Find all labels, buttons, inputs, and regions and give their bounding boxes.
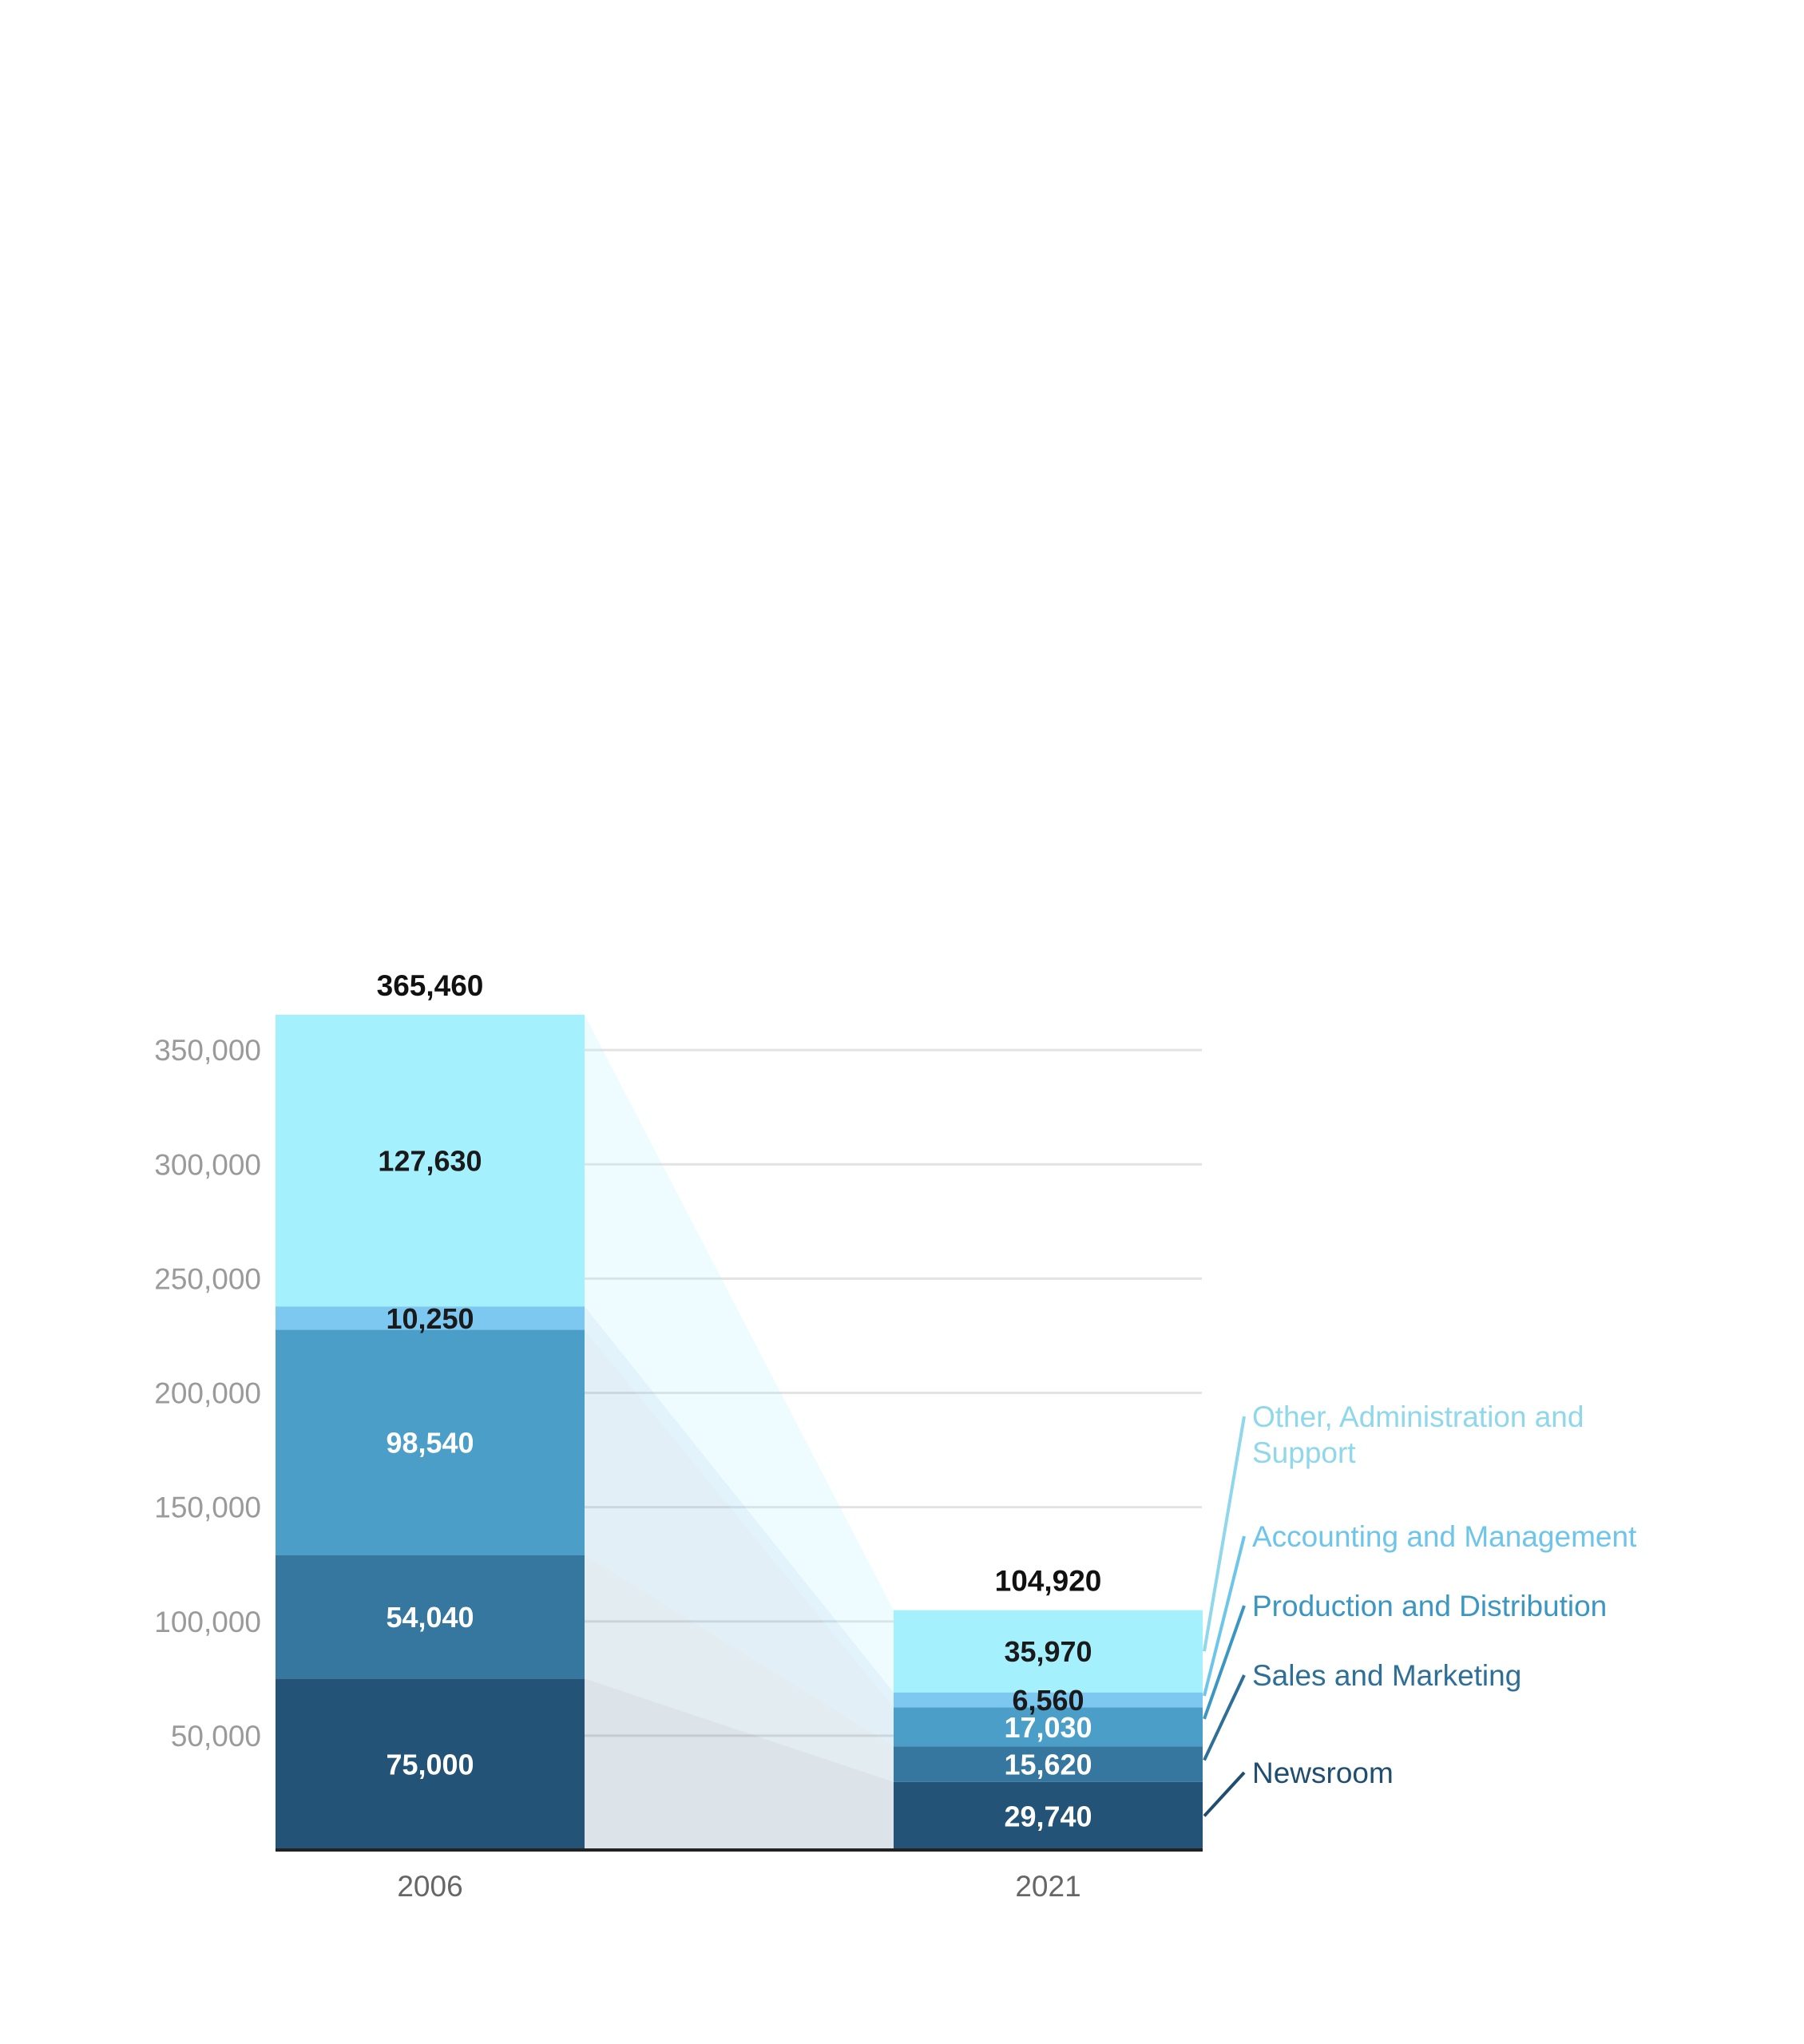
legend-label: Sales and Marketing [1252, 1659, 1521, 1692]
y-tick-label: 200,000 [154, 1377, 261, 1410]
y-tick-label: 150,000 [154, 1491, 261, 1524]
y-tick-label: 350,000 [154, 1034, 261, 1067]
data-label: 10,250 [386, 1302, 474, 1335]
legend-label: Newsroom [1252, 1757, 1394, 1789]
y-tick-label: 300,000 [154, 1148, 261, 1181]
x-tick-label: 2021 [1015, 1870, 1080, 1903]
bar-segment [276, 1555, 585, 1679]
y-tick-label: 50,000 [171, 1720, 261, 1753]
bar-segment [276, 1329, 585, 1555]
total-label: 365,460 [377, 969, 484, 1002]
flow-band [585, 1329, 894, 1747]
gridlines [583, 1048, 1202, 1737]
bar-segment [894, 1746, 1203, 1782]
data-label: 17,030 [1004, 1711, 1092, 1744]
legend-leader [1203, 1605, 1246, 1720]
flow-band [585, 1014, 894, 1693]
legend-leader [1203, 1674, 1246, 1761]
flow-band [585, 1678, 894, 1850]
data-label: 29,740 [1004, 1800, 1092, 1832]
data-labels: 75,000 29,740 54,040 15,620 98,540 17,030 10,2… [377, 969, 1102, 1833]
data-label: 35,970 [1004, 1635, 1092, 1668]
data-label: 15,620 [1004, 1749, 1092, 1781]
legend-label: Support [1252, 1436, 1356, 1469]
axes: 50,000 100,000 150,000 200,000 250,000 300,00… [154, 1034, 1203, 1903]
bar-segment [276, 1014, 585, 1307]
legend-label: Accounting and Management [1252, 1520, 1637, 1553]
total-label: 104,920 [995, 1565, 1102, 1598]
bar-segment [894, 1781, 1203, 1850]
bar-segment [894, 1610, 1203, 1693]
legend-label: Other, Administration and [1252, 1400, 1584, 1433]
legend-leader [1203, 1535, 1246, 1697]
bar-segment [276, 1678, 585, 1850]
flow-band [585, 1306, 894, 1708]
bar-segment [894, 1707, 1203, 1747]
legend: Newsroom Sales and Marketing Production an… [1203, 1400, 1637, 1817]
flow-bands [585, 1014, 894, 1850]
legend-leader [1203, 1416, 1246, 1652]
bar-segment [276, 1306, 585, 1330]
data-label: 127,630 [378, 1145, 482, 1178]
data-label: 54,040 [386, 1601, 474, 1634]
y-tick-label: 250,000 [154, 1262, 261, 1295]
flow-band [585, 1555, 894, 1782]
bars [276, 1014, 1203, 1850]
bar-segment [894, 1692, 1203, 1708]
data-label: 6,560 [1012, 1684, 1084, 1717]
x-tick-label: 2006 [397, 1870, 462, 1903]
data-label: 75,000 [386, 1749, 474, 1781]
legend-leader [1203, 1771, 1246, 1817]
y-tick-label: 100,000 [154, 1606, 261, 1638]
data-label: 98,540 [386, 1427, 474, 1460]
legend-label: Production and Distribution [1252, 1590, 1607, 1622]
